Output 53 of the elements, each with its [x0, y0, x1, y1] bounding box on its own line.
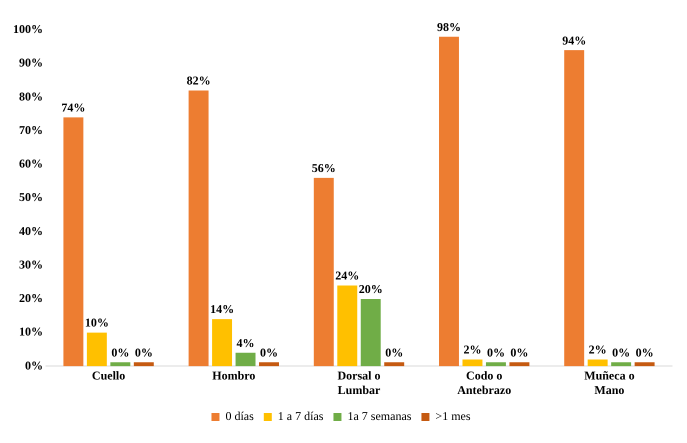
- y-tick-label: 40%: [19, 224, 43, 238]
- bar: [188, 90, 209, 366]
- x-tick-label: Hombro: [212, 368, 256, 382]
- y-tick-label: 50%: [19, 190, 43, 204]
- bar: [564, 50, 584, 366]
- data-label: 20%: [358, 282, 383, 296]
- data-label: 0%: [636, 345, 654, 360]
- data-label: 98%: [436, 20, 461, 34]
- legend-label: >1 mes: [435, 409, 471, 424]
- bar: [314, 178, 334, 366]
- data-label: 0%: [510, 345, 528, 360]
- x-tick-label: Muñeca o Mano: [584, 368, 635, 397]
- legend-label: 1 a 7 días: [278, 409, 324, 424]
- bar: [611, 362, 632, 366]
- y-tick-label: 90%: [19, 56, 43, 70]
- bar: [259, 362, 279, 366]
- y-tick-label: 70%: [19, 122, 43, 137]
- data-label: 14%: [210, 302, 234, 316]
- data-label: 0%: [385, 345, 404, 360]
- legend-label: 1a 7 semanas: [347, 409, 412, 424]
- bar: [509, 362, 530, 366]
- bar: [634, 362, 655, 366]
- bar: [384, 362, 404, 366]
- y-tick-label: 100%: [13, 22, 43, 36]
- bar: [110, 362, 130, 366]
- data-label: 74%: [61, 100, 86, 115]
- data-label: 0%: [486, 345, 505, 360]
- y-tick-label: 30%: [19, 257, 43, 272]
- legend-label: 0 días: [225, 409, 254, 424]
- data-label: 4%: [236, 336, 255, 350]
- bar: [439, 36, 459, 366]
- data-label: 0%: [134, 345, 153, 360]
- data-label: 0%: [612, 345, 630, 360]
- y-tick-label: 80%: [19, 89, 43, 104]
- y-tick-label: 20%: [19, 291, 43, 306]
- data-label: 0%: [260, 345, 278, 360]
- data-label: 24%: [335, 268, 360, 283]
- x-tick-label: Codo o Antebrazo: [457, 368, 512, 397]
- x-tick-label: Cuello: [92, 368, 126, 382]
- data-label: 2%: [588, 342, 607, 357]
- bar: [63, 117, 84, 366]
- y-tick-label: 10%: [19, 324, 43, 339]
- data-label: 94%: [562, 33, 586, 48]
- data-label: 2%: [463, 342, 482, 357]
- y-tick-label: 60%: [19, 156, 43, 171]
- x-tick-label: Dorsal o Lumbar: [338, 368, 382, 397]
- data-label: 56%: [312, 161, 336, 176]
- bar: [486, 362, 506, 366]
- y-tick-label: 0%: [25, 358, 43, 372]
- data-label: 82%: [186, 74, 211, 88]
- bar: [134, 362, 154, 366]
- data-label: 10%: [84, 316, 109, 330]
- data-label: 0%: [111, 345, 130, 360]
